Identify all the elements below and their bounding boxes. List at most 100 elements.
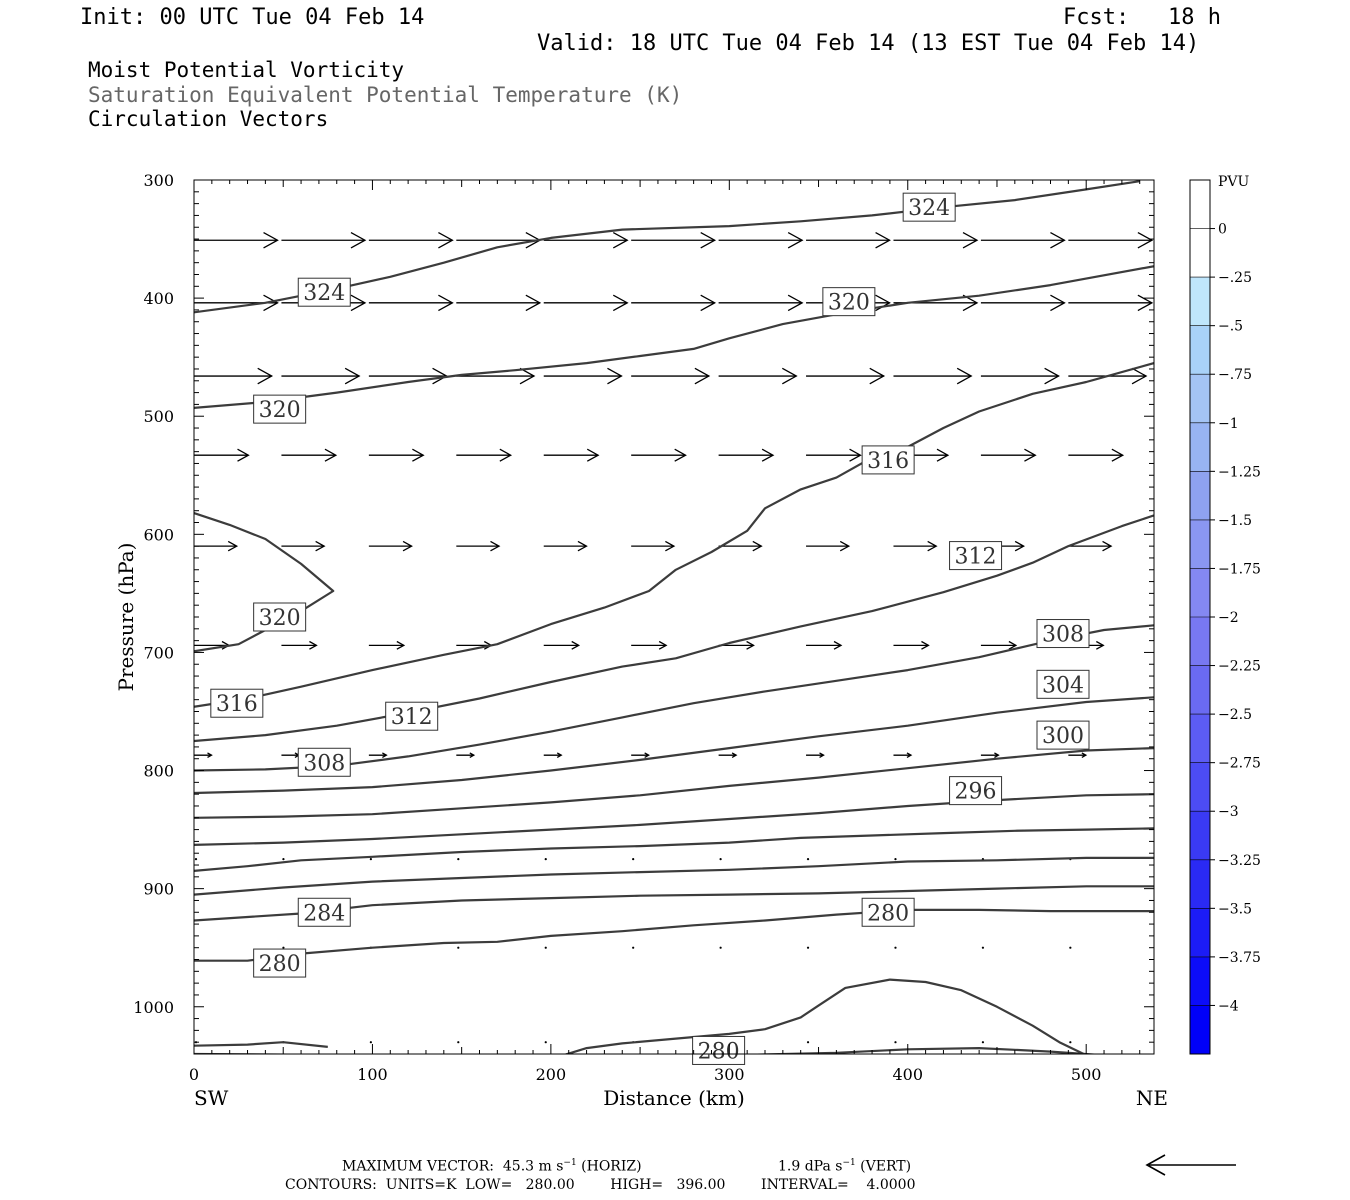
contour-line — [194, 696, 1154, 795]
vector-arrow — [544, 946, 547, 949]
vector-arrow — [631, 640, 668, 650]
vector-arrow — [893, 231, 979, 249]
contour-line — [194, 908, 1154, 962]
vert-vector-text: 1.9 dPa s — [778, 1158, 843, 1175]
vector-arrow — [894, 1041, 897, 1044]
vector-arrow — [544, 858, 547, 861]
vector-arrow — [631, 231, 717, 249]
vector-arrow — [718, 294, 804, 312]
x-tick-label: 200 — [536, 1065, 567, 1084]
field-title-vectors: Circulation Vectors — [88, 107, 329, 131]
vector-arrow — [281, 540, 326, 552]
axes: 300 400 500 600 700 800 900 1000 0 100 200 300 400 50… — [133, 171, 1154, 1084]
colorbar-label: −4 — [1218, 998, 1239, 1014]
vector-arrow — [368, 448, 425, 462]
x-tick-label: 100 — [357, 1065, 388, 1084]
contour-line — [194, 793, 1154, 846]
vector-arrow — [282, 946, 285, 949]
vector-arrow — [543, 640, 581, 650]
vector-arrow — [631, 294, 717, 312]
contour-line — [194, 827, 1154, 872]
contour-line — [194, 362, 1154, 708]
vector-arrow — [980, 294, 1066, 312]
colorbar-label: −.5 — [1218, 319, 1243, 335]
contour-label-box — [949, 776, 1003, 806]
reference-vector — [1145, 1154, 1236, 1176]
vert-unit-exponent: −1 — [842, 1158, 856, 1168]
y-tick-label: 700 — [143, 643, 174, 662]
vector-arrow — [368, 640, 406, 650]
contour-label-box — [861, 897, 915, 927]
vector-arrow — [369, 1041, 372, 1044]
sw-label: SW — [194, 1086, 229, 1110]
colorbar-swatch — [1190, 956, 1210, 1006]
vector-arrow — [1068, 752, 1088, 758]
vector-arrow — [543, 231, 629, 249]
contour-label-box — [297, 747, 351, 777]
vector-arrow — [281, 367, 361, 385]
vector-arrow — [456, 367, 536, 385]
colorbar-swatch — [1190, 374, 1210, 423]
vector-arrow — [281, 231, 367, 249]
contour-label: 308 — [1042, 623, 1084, 648]
max-vector-text: MAXIMUM VECTOR: 45.3 m s — [342, 1158, 564, 1175]
ne-label: NE — [1136, 1086, 1168, 1110]
contour-label-box — [902, 192, 956, 222]
contour-label-box — [253, 394, 307, 424]
contour-label: 300 — [1042, 724, 1084, 749]
contour-label-box — [1036, 669, 1090, 699]
contour-label: 280 — [259, 952, 301, 977]
contour-label: 312 — [391, 705, 433, 730]
contour-label-box — [210, 688, 264, 718]
colorbar-swatch — [1190, 908, 1210, 957]
y-tick-label: 300 — [143, 171, 174, 190]
vector-arrow — [456, 231, 542, 249]
vector-arrow — [806, 946, 810, 949]
theta-contours — [194, 180, 1154, 1054]
colorbar-label: −3.25 — [1218, 853, 1261, 869]
vector-arrow — [806, 640, 843, 650]
vector-arrow — [893, 540, 938, 552]
vector-arrow — [194, 448, 250, 462]
contour-label-box — [253, 602, 307, 632]
vector-arrow — [456, 540, 501, 552]
vector-arrow — [543, 367, 623, 385]
horiz-unit-exponent: −1 — [563, 1158, 577, 1168]
pv-colorbar: PVU 0 −.25 −.5 −.75 −1 −1.25 −1.5 −1.75 −2 −2.25 −2… — [1189, 174, 1261, 1055]
y-tick-label: 600 — [143, 525, 174, 544]
colorbar-swatch — [1190, 714, 1210, 763]
vector-arrow — [806, 1041, 810, 1044]
vector-arrow — [1068, 294, 1154, 312]
x-tick-label: 300 — [714, 1065, 745, 1084]
colorbar-swatch — [1190, 617, 1210, 666]
x-tick-label: 0 — [189, 1065, 199, 1084]
contour-label: 316 — [216, 692, 258, 717]
vector-arrow — [980, 231, 1066, 249]
vector-arrow — [718, 231, 804, 249]
colorbar-swatch — [1190, 325, 1210, 375]
contour-line — [194, 856, 1154, 896]
vector-arrow — [543, 448, 600, 462]
colorbar-label: −2.75 — [1218, 756, 1261, 772]
colorbar-swatch — [1190, 277, 1210, 326]
contour-label: 324 — [303, 281, 345, 306]
vector-arrow — [456, 752, 476, 758]
vector-arrow — [543, 540, 588, 552]
x-axis-label: Distance (km) — [603, 1086, 745, 1110]
colorbar-swatch — [1190, 859, 1210, 909]
contour-label: 284 — [303, 901, 345, 926]
vector-arrow — [282, 858, 285, 861]
vector-arrow — [718, 752, 738, 758]
horiz-label: (HORIZ) — [576, 1158, 642, 1175]
contour-line — [194, 747, 1154, 819]
colorbar-label: −1.75 — [1218, 561, 1261, 577]
init-time: Init: 00 UTC Tue 04 Feb 14 — [80, 5, 425, 30]
colorbar-label: −.25 — [1218, 270, 1252, 286]
vector-arrow — [718, 367, 798, 385]
colorbar-swatch — [1190, 762, 1210, 812]
vector-arrow — [281, 752, 301, 758]
vector-arrow — [1068, 231, 1154, 249]
forecast-hours: 18 h — [1168, 5, 1221, 30]
contour-label-box — [1036, 619, 1090, 649]
vector-arrow — [369, 858, 372, 861]
